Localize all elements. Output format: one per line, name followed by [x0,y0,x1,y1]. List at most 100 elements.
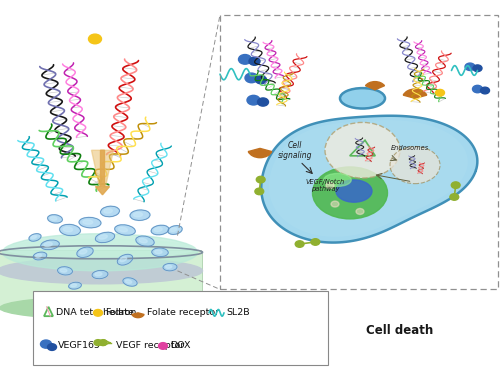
Circle shape [325,122,400,178]
Text: Endosomes: Endosomes [391,145,429,151]
Circle shape [94,340,102,346]
Ellipse shape [123,278,137,286]
Ellipse shape [77,247,93,257]
Circle shape [247,95,260,105]
Circle shape [40,340,52,348]
FancyArrow shape [96,150,110,195]
Text: VEGF/Notch
pathway: VEGF/Notch pathway [306,179,344,192]
Circle shape [99,340,107,346]
Circle shape [331,201,339,207]
Circle shape [356,209,364,214]
Circle shape [255,188,264,195]
Circle shape [158,343,168,349]
Circle shape [258,98,268,106]
Circle shape [48,344,56,350]
Ellipse shape [312,167,388,219]
Ellipse shape [151,225,169,235]
Ellipse shape [0,258,202,284]
Ellipse shape [100,206,119,217]
Ellipse shape [0,297,200,319]
FancyBboxPatch shape [0,250,202,310]
Circle shape [452,182,460,188]
Text: Cell death: Cell death [366,324,434,337]
Text: DNA tetrahedron: DNA tetrahedron [56,308,136,317]
Ellipse shape [36,254,42,257]
Text: VEGF receptor: VEGF receptor [116,341,184,351]
FancyBboxPatch shape [32,291,328,365]
Ellipse shape [40,240,60,250]
Ellipse shape [139,239,147,243]
Ellipse shape [152,248,168,257]
Ellipse shape [126,280,132,283]
Polygon shape [262,116,478,243]
Ellipse shape [5,239,195,258]
Ellipse shape [60,224,80,236]
Circle shape [295,241,304,247]
Ellipse shape [120,257,126,262]
Ellipse shape [118,227,128,232]
Ellipse shape [114,225,136,235]
Text: VEGF165: VEGF165 [58,341,101,351]
Ellipse shape [31,236,36,239]
Ellipse shape [95,272,102,276]
Ellipse shape [134,213,142,217]
Circle shape [256,76,266,84]
Text: SL2B: SL2B [226,308,250,317]
Circle shape [480,87,490,94]
Ellipse shape [79,217,101,228]
Text: Folate receptor: Folate receptor [147,308,219,317]
Circle shape [311,239,320,245]
Ellipse shape [166,265,172,268]
Ellipse shape [163,263,177,271]
Ellipse shape [83,220,92,224]
Circle shape [94,309,102,316]
Ellipse shape [60,269,67,272]
Text: DOX: DOX [170,341,190,351]
Circle shape [326,183,334,188]
Ellipse shape [48,215,62,223]
Ellipse shape [96,232,114,243]
Ellipse shape [33,252,47,260]
Ellipse shape [340,88,385,108]
Text: Cell
signaling: Cell signaling [278,141,312,160]
Ellipse shape [324,173,351,186]
Ellipse shape [50,217,57,220]
Wedge shape [132,313,144,318]
Wedge shape [366,82,384,90]
Text: Folate: Folate [105,308,134,317]
Ellipse shape [92,270,108,279]
Ellipse shape [154,227,162,232]
Circle shape [473,65,482,72]
Ellipse shape [130,210,150,220]
Circle shape [436,89,444,96]
Circle shape [450,194,458,200]
Ellipse shape [118,254,132,265]
Wedge shape [248,148,272,158]
Ellipse shape [170,228,176,232]
Ellipse shape [168,226,182,234]
Ellipse shape [71,284,76,287]
Circle shape [256,176,265,183]
Circle shape [472,85,482,93]
Ellipse shape [2,234,198,271]
Circle shape [88,34,102,44]
Circle shape [390,147,440,184]
Ellipse shape [98,235,108,239]
Ellipse shape [136,236,154,246]
Circle shape [465,63,475,70]
Ellipse shape [104,209,112,213]
Circle shape [245,73,258,83]
Wedge shape [404,89,426,98]
Ellipse shape [44,242,52,246]
Ellipse shape [80,250,87,254]
Ellipse shape [29,234,41,241]
Circle shape [249,57,260,65]
Ellipse shape [336,180,372,202]
Polygon shape [269,120,468,237]
Ellipse shape [154,250,162,254]
Polygon shape [92,150,114,187]
Ellipse shape [58,267,72,275]
Circle shape [238,55,252,64]
Ellipse shape [68,282,82,289]
Ellipse shape [63,227,72,232]
